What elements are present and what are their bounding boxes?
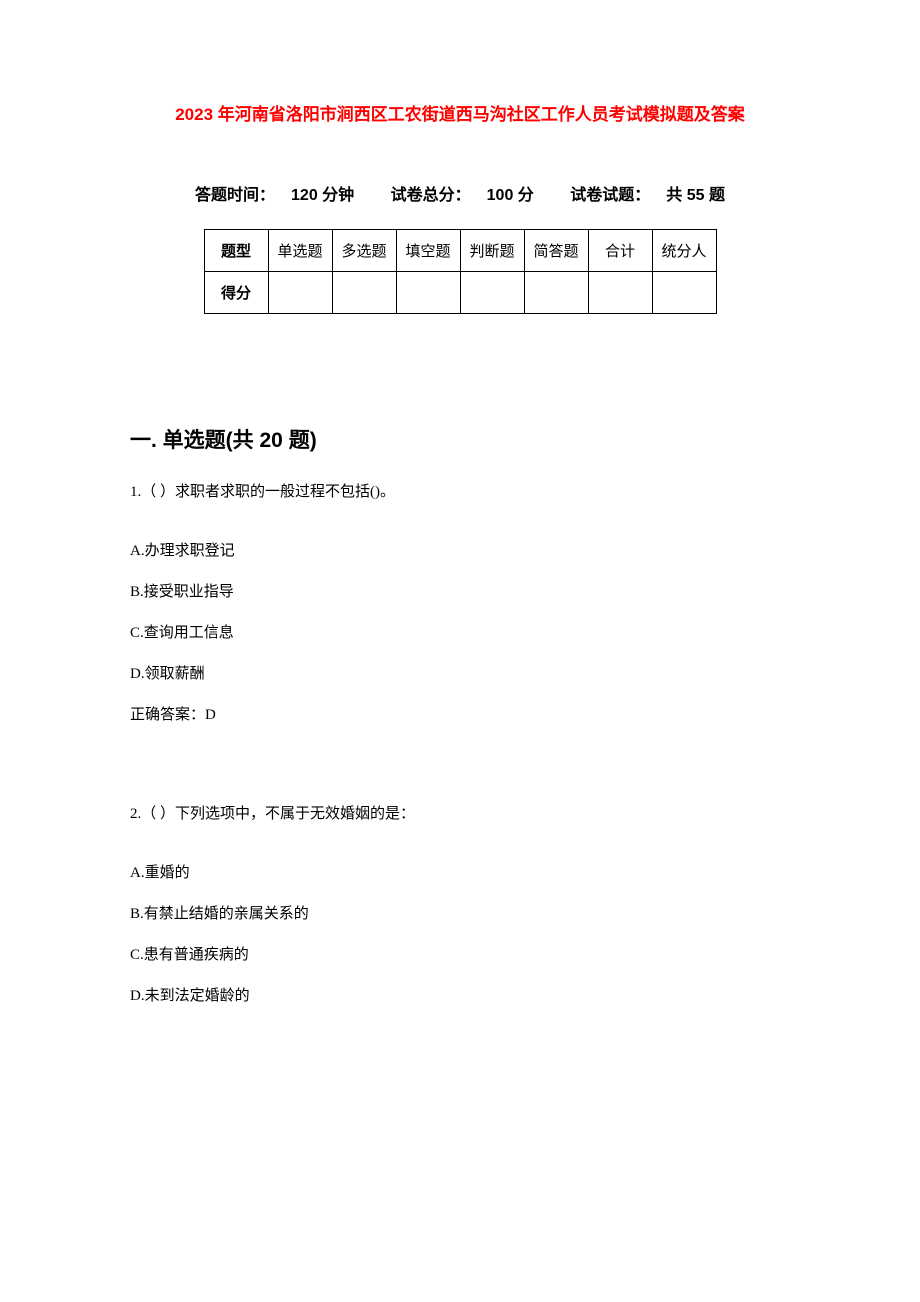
option-d: D.领取薪酬 xyxy=(130,662,790,683)
option-c: C.患有普通疾病的 xyxy=(130,943,790,964)
col-total: 合计 xyxy=(588,230,652,272)
option-b: B.有禁止结婚的亲属关系的 xyxy=(130,902,790,923)
option-c: C.查询用工信息 xyxy=(130,621,790,642)
question-1-text: 1.（ ）求职者求职的一般过程不包括()。 xyxy=(130,480,790,501)
section-heading-single-choice: 一. 单选题(共 20 题) xyxy=(130,424,790,454)
question-2-text: 2.（ ）下列选项中，不属于无效婚姻的是： xyxy=(130,802,790,823)
total-label: 试卷总分：100 分 xyxy=(383,187,542,204)
col-judge: 判断题 xyxy=(460,230,524,272)
document-title: 2023 年河南省洛阳市涧西区工农街道西马沟社区工作人员考试模拟题及答案 xyxy=(130,100,790,125)
exam-info-row: 答题时间：120 分钟 试卷总分：100 分 试卷试题：共 55 题 xyxy=(130,181,790,205)
col-grader: 统分人 xyxy=(652,230,716,272)
score-table: 题型 单选题 多选题 填空题 判断题 简答题 合计 统分人 得分 xyxy=(204,229,717,314)
col-short: 简答题 xyxy=(524,230,588,272)
table-score-row: 得分 xyxy=(204,272,716,314)
option-a: A.重婚的 xyxy=(130,861,790,882)
col-single: 单选题 xyxy=(268,230,332,272)
option-a: A.办理求职登记 xyxy=(130,539,790,560)
count-label: 试卷试题：共 55 题 xyxy=(562,187,733,204)
score-cell xyxy=(524,272,588,314)
time-label: 答题时间：120 分钟 xyxy=(187,187,362,204)
row-label-score: 得分 xyxy=(204,272,268,314)
option-b: B.接受职业指导 xyxy=(130,580,790,601)
option-d: D.未到法定婚龄的 xyxy=(130,984,790,1005)
col-multi: 多选题 xyxy=(332,230,396,272)
score-cell xyxy=(460,272,524,314)
col-fill: 填空题 xyxy=(396,230,460,272)
question-1-answer: 正确答案：D xyxy=(130,703,790,724)
question-1-options: A.办理求职登记 B.接受职业指导 C.查询用工信息 D.领取薪酬 xyxy=(130,539,790,683)
score-cell xyxy=(332,272,396,314)
question-2-options: A.重婚的 B.有禁止结婚的亲属关系的 C.患有普通疾病的 D.未到法定婚龄的 xyxy=(130,861,790,1005)
score-cell xyxy=(396,272,460,314)
table-header-row: 题型 单选题 多选题 填空题 判断题 简答题 合计 统分人 xyxy=(204,230,716,272)
score-cell xyxy=(588,272,652,314)
col-type: 题型 xyxy=(204,230,268,272)
score-cell xyxy=(268,272,332,314)
score-cell xyxy=(652,272,716,314)
